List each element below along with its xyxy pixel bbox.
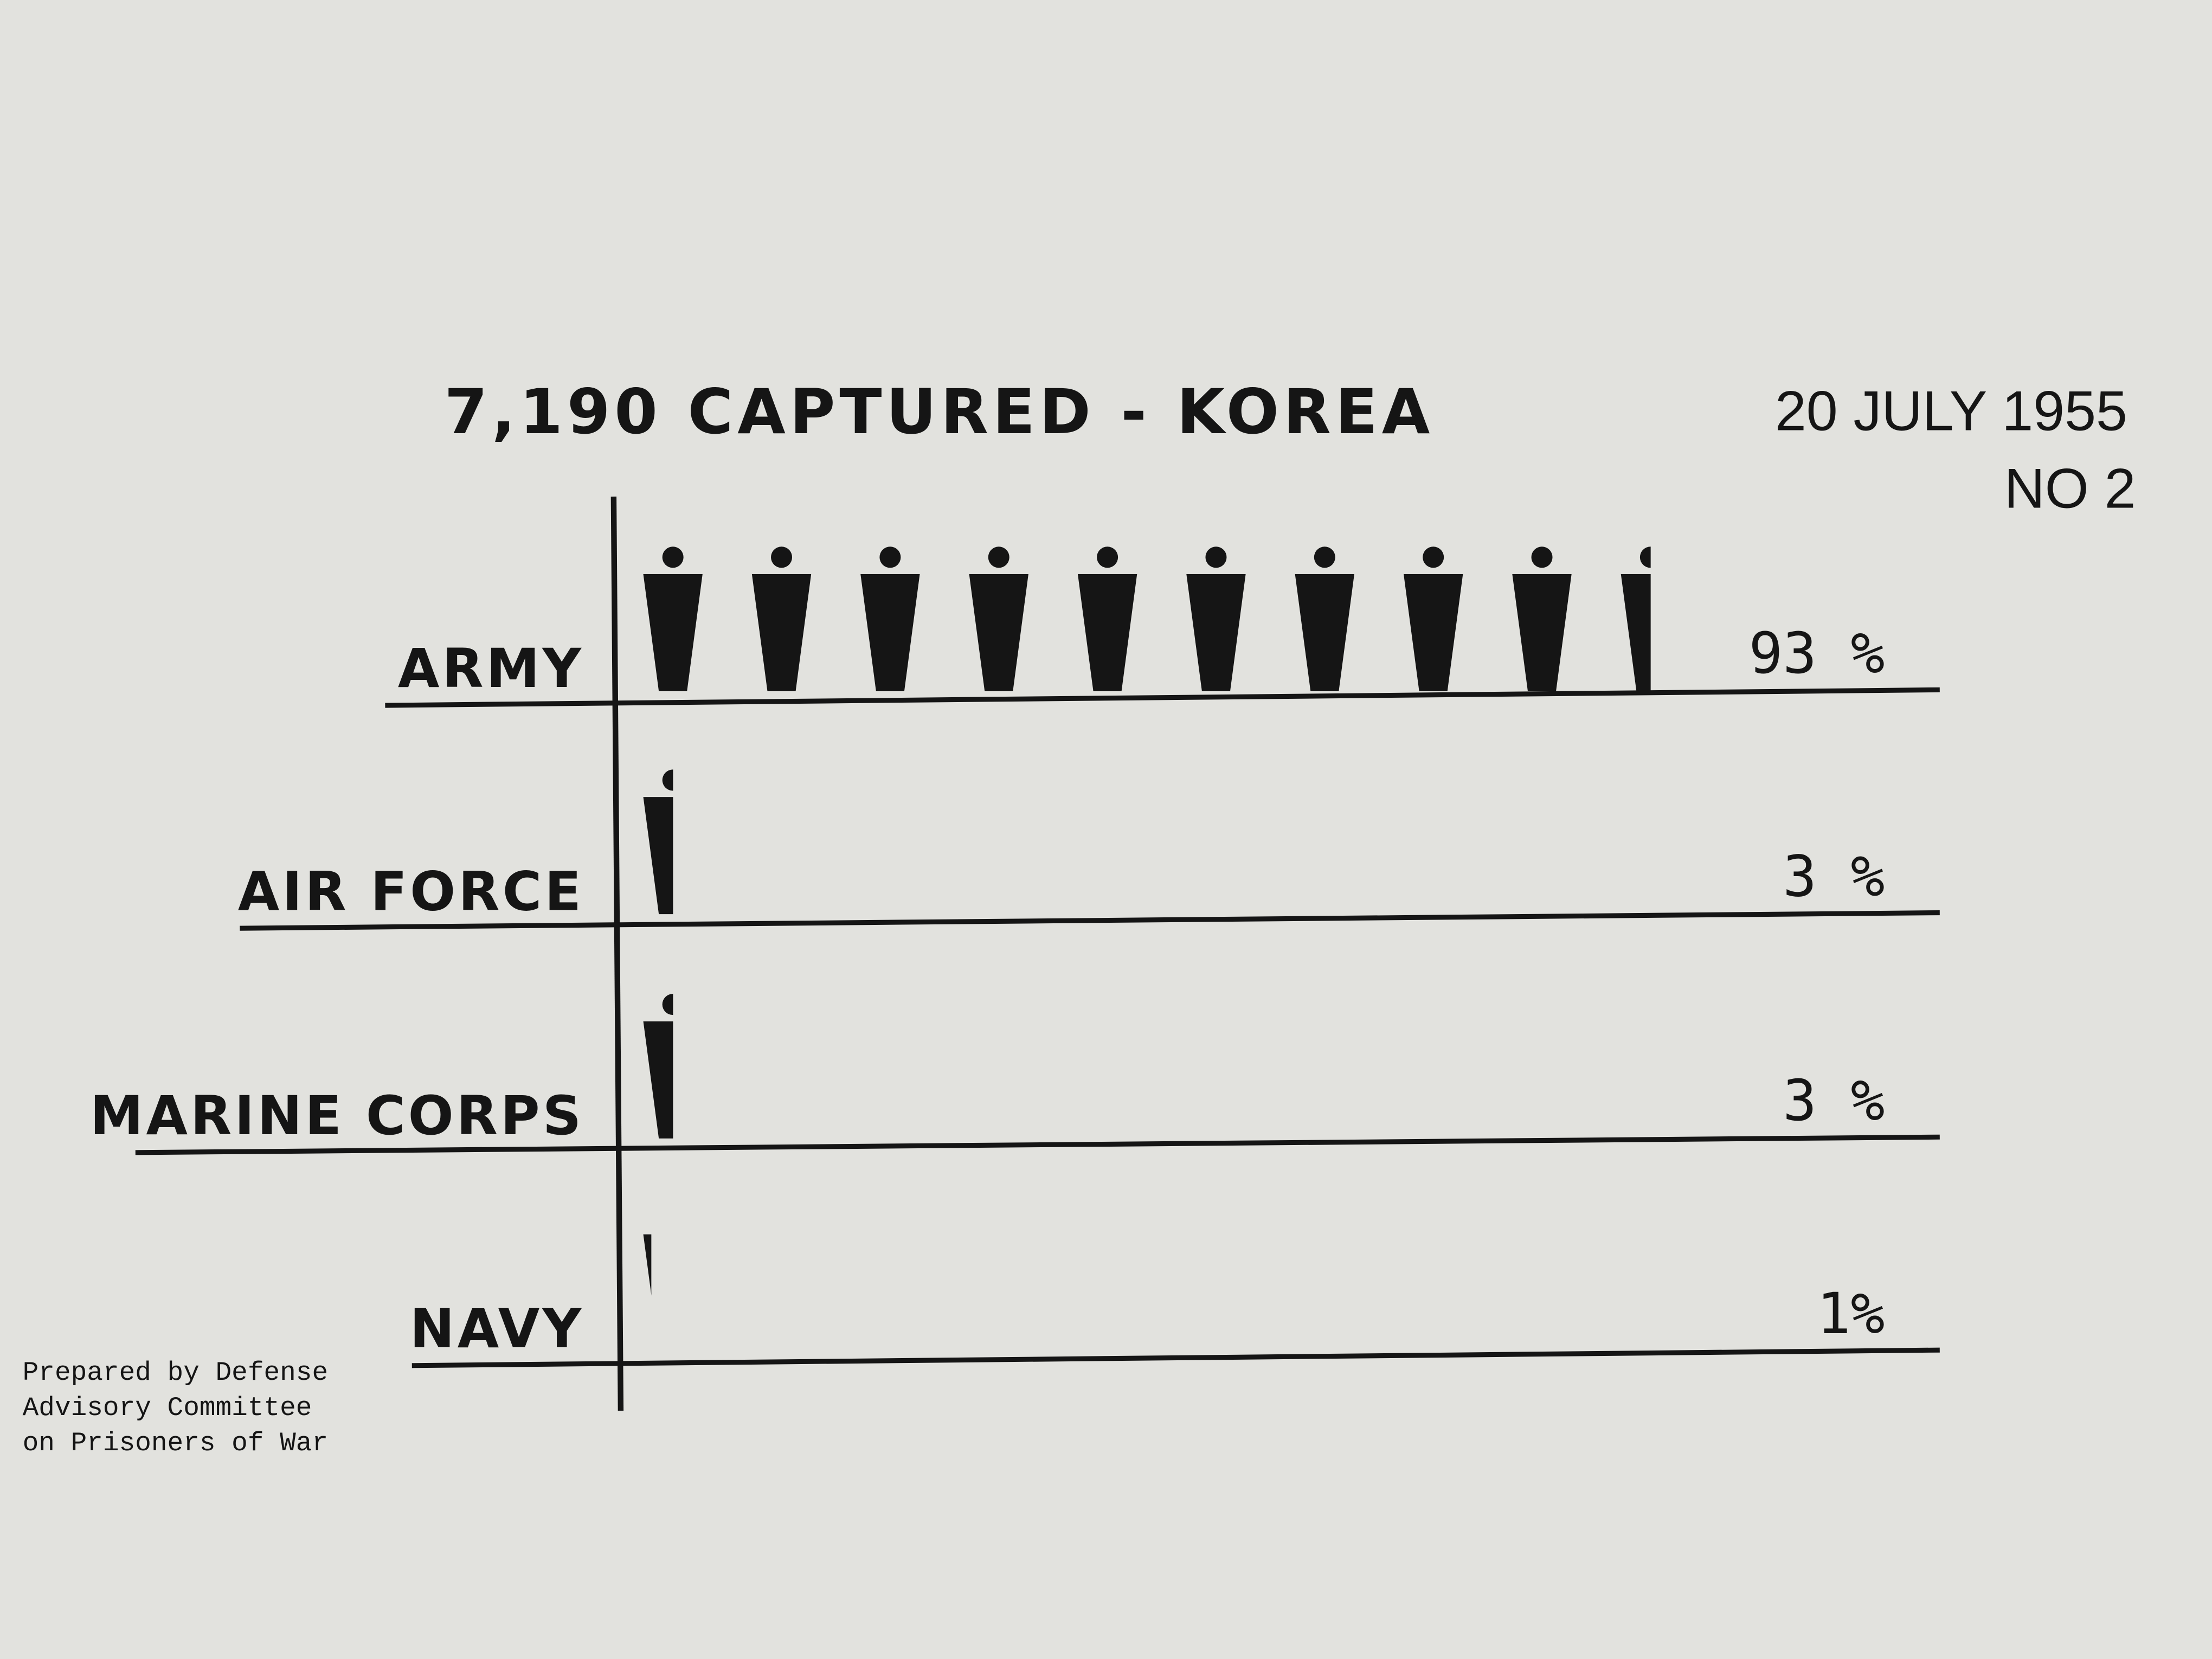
value-label: 3 % xyxy=(1783,843,1885,909)
row-baseline xyxy=(385,687,1940,708)
row-baseline xyxy=(411,1347,1940,1368)
vertical-axis xyxy=(610,496,624,1411)
category-label: AIR FORCE xyxy=(238,860,584,923)
note-line: Prepared by Defense xyxy=(23,1358,329,1388)
note-line: Advisory Committee xyxy=(23,1393,312,1423)
row-baseline xyxy=(135,1134,1940,1155)
row-baseline xyxy=(240,910,1940,931)
note-line: on Prisoners of War xyxy=(23,1428,329,1458)
pictogram-bar xyxy=(643,994,673,1139)
pictogram-bar xyxy=(643,546,1651,691)
pictogram-bar xyxy=(643,769,673,915)
value-label: 3 % xyxy=(1783,1068,1885,1134)
value-label: 93 % xyxy=(1749,620,1885,686)
chart-title: 7,190 CAPTURED - KOREA xyxy=(445,376,1435,448)
number: NO 2 xyxy=(2004,458,2136,520)
pictogram-bar xyxy=(643,1234,652,1295)
value-label: 1% xyxy=(1817,1281,1885,1347)
category-label: NAVY xyxy=(410,1298,584,1360)
category-label: MARINE CORPS xyxy=(90,1085,584,1147)
category-label: ARMY xyxy=(398,638,584,700)
date: 20 JULY 1955 xyxy=(1775,380,2127,443)
